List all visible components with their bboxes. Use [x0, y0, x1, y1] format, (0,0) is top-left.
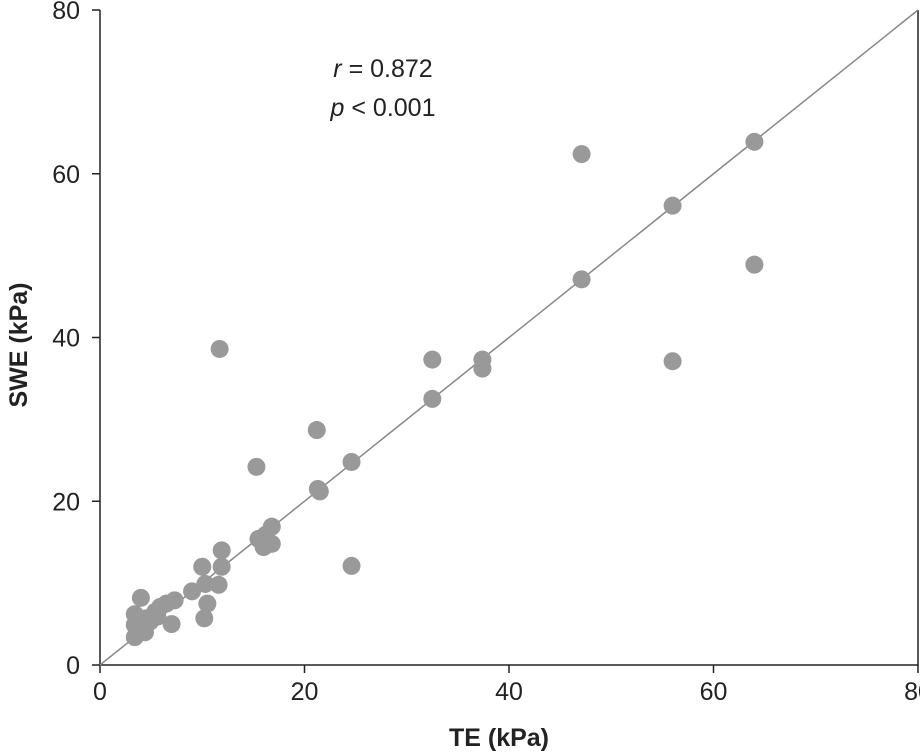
annotation-symbol: r [333, 55, 343, 83]
point [247, 457, 266, 476]
annotation-text: < 0.001 [344, 94, 435, 122]
annotation-symbol: p [330, 94, 345, 122]
point [212, 557, 231, 576]
point [196, 574, 215, 593]
point [146, 602, 165, 621]
point [572, 270, 591, 289]
point [663, 352, 682, 371]
y-tick-label: 60 [52, 161, 80, 189]
point [131, 588, 150, 607]
point [663, 196, 682, 215]
point [423, 389, 442, 408]
point [342, 556, 361, 575]
point [198, 594, 217, 613]
x-tick-label: 60 [700, 678, 728, 706]
reference-line [99, 9, 919, 666]
point [162, 615, 181, 634]
y-tick-label: 0 [66, 652, 80, 680]
y-tick-label: 20 [52, 488, 80, 516]
x-tick-label: 20 [291, 678, 319, 706]
point [745, 255, 764, 274]
point [135, 623, 154, 642]
y-tick-label: 40 [52, 325, 80, 353]
x-tick-label: 80 [904, 678, 920, 706]
point [210, 339, 229, 358]
point [307, 421, 326, 440]
point [183, 582, 202, 601]
point [256, 525, 275, 544]
annotation: r = 0.872 [333, 55, 432, 83]
x-axis-title: TE (kPa) [449, 724, 549, 752]
annotation-text: = 0.872 [342, 55, 433, 83]
point [572, 145, 591, 164]
x-tick-label: 40 [495, 678, 523, 706]
point [745, 132, 764, 151]
point [212, 541, 231, 560]
point [423, 350, 442, 369]
point [473, 359, 492, 378]
annotation: p < 0.001 [330, 94, 436, 122]
y-axis-title: SWE (kPa) [5, 282, 33, 407]
point [209, 575, 228, 594]
x-tick-label: 0 [93, 678, 107, 706]
y-tick-label: 80 [52, 0, 80, 25]
point [193, 557, 212, 576]
point [310, 482, 329, 501]
point [342, 452, 361, 471]
point [195, 609, 214, 628]
